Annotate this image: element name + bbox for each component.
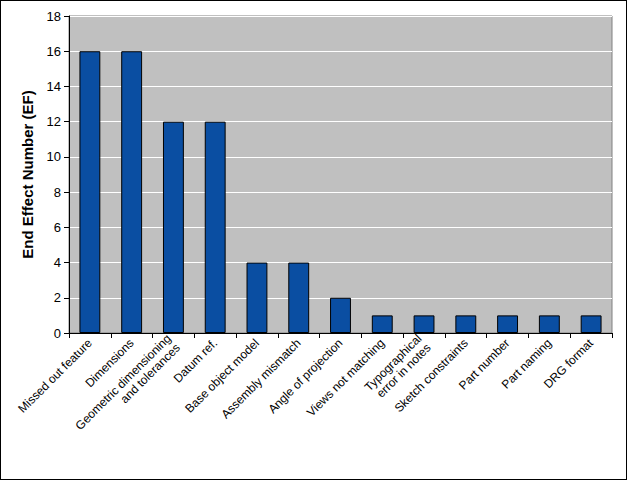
svg-text:12: 12	[47, 114, 61, 129]
svg-text:18: 18	[47, 9, 61, 24]
svg-text:8: 8	[54, 185, 61, 200]
svg-text:and tolerances: and tolerances	[117, 340, 183, 407]
svg-text:Datum ref.: Datum ref.	[170, 336, 221, 386]
svg-text:6: 6	[54, 220, 61, 235]
svg-text:Part number: Part number	[456, 336, 513, 393]
svg-text:Base object model: Base object model	[182, 336, 262, 416]
svg-text:Part naming: Part naming	[498, 336, 555, 392]
svg-text:Angle of projection: Angle of projection	[265, 336, 345, 416]
svg-text:2: 2	[54, 290, 61, 305]
svg-text:Views not matching: Views not matching	[304, 336, 388, 420]
svg-text:0: 0	[54, 326, 61, 341]
svg-text:DRG format: DRG format	[541, 336, 597, 392]
svg-text:Typographical: Typographical	[361, 331, 425, 395]
svg-text:14: 14	[47, 79, 61, 94]
svg-text:error in notes: error in notes	[373, 340, 434, 401]
svg-text:16: 16	[47, 44, 61, 59]
svg-text:Sketch constraints: Sketch constraints	[392, 336, 471, 415]
svg-text:4: 4	[54, 255, 61, 270]
svg-text:Geometric dimensioning: Geometric dimensioning	[72, 331, 173, 432]
svg-text:Dimensions: Dimensions	[82, 336, 137, 391]
svg-text:Assembly mismatch: Assembly mismatch	[218, 336, 303, 421]
svg-text:End Effect Number (EF): End Effect Number (EF)	[19, 90, 36, 258]
svg-text:10: 10	[47, 149, 61, 164]
svg-text:Missed out feature: Missed out feature	[15, 336, 95, 416]
